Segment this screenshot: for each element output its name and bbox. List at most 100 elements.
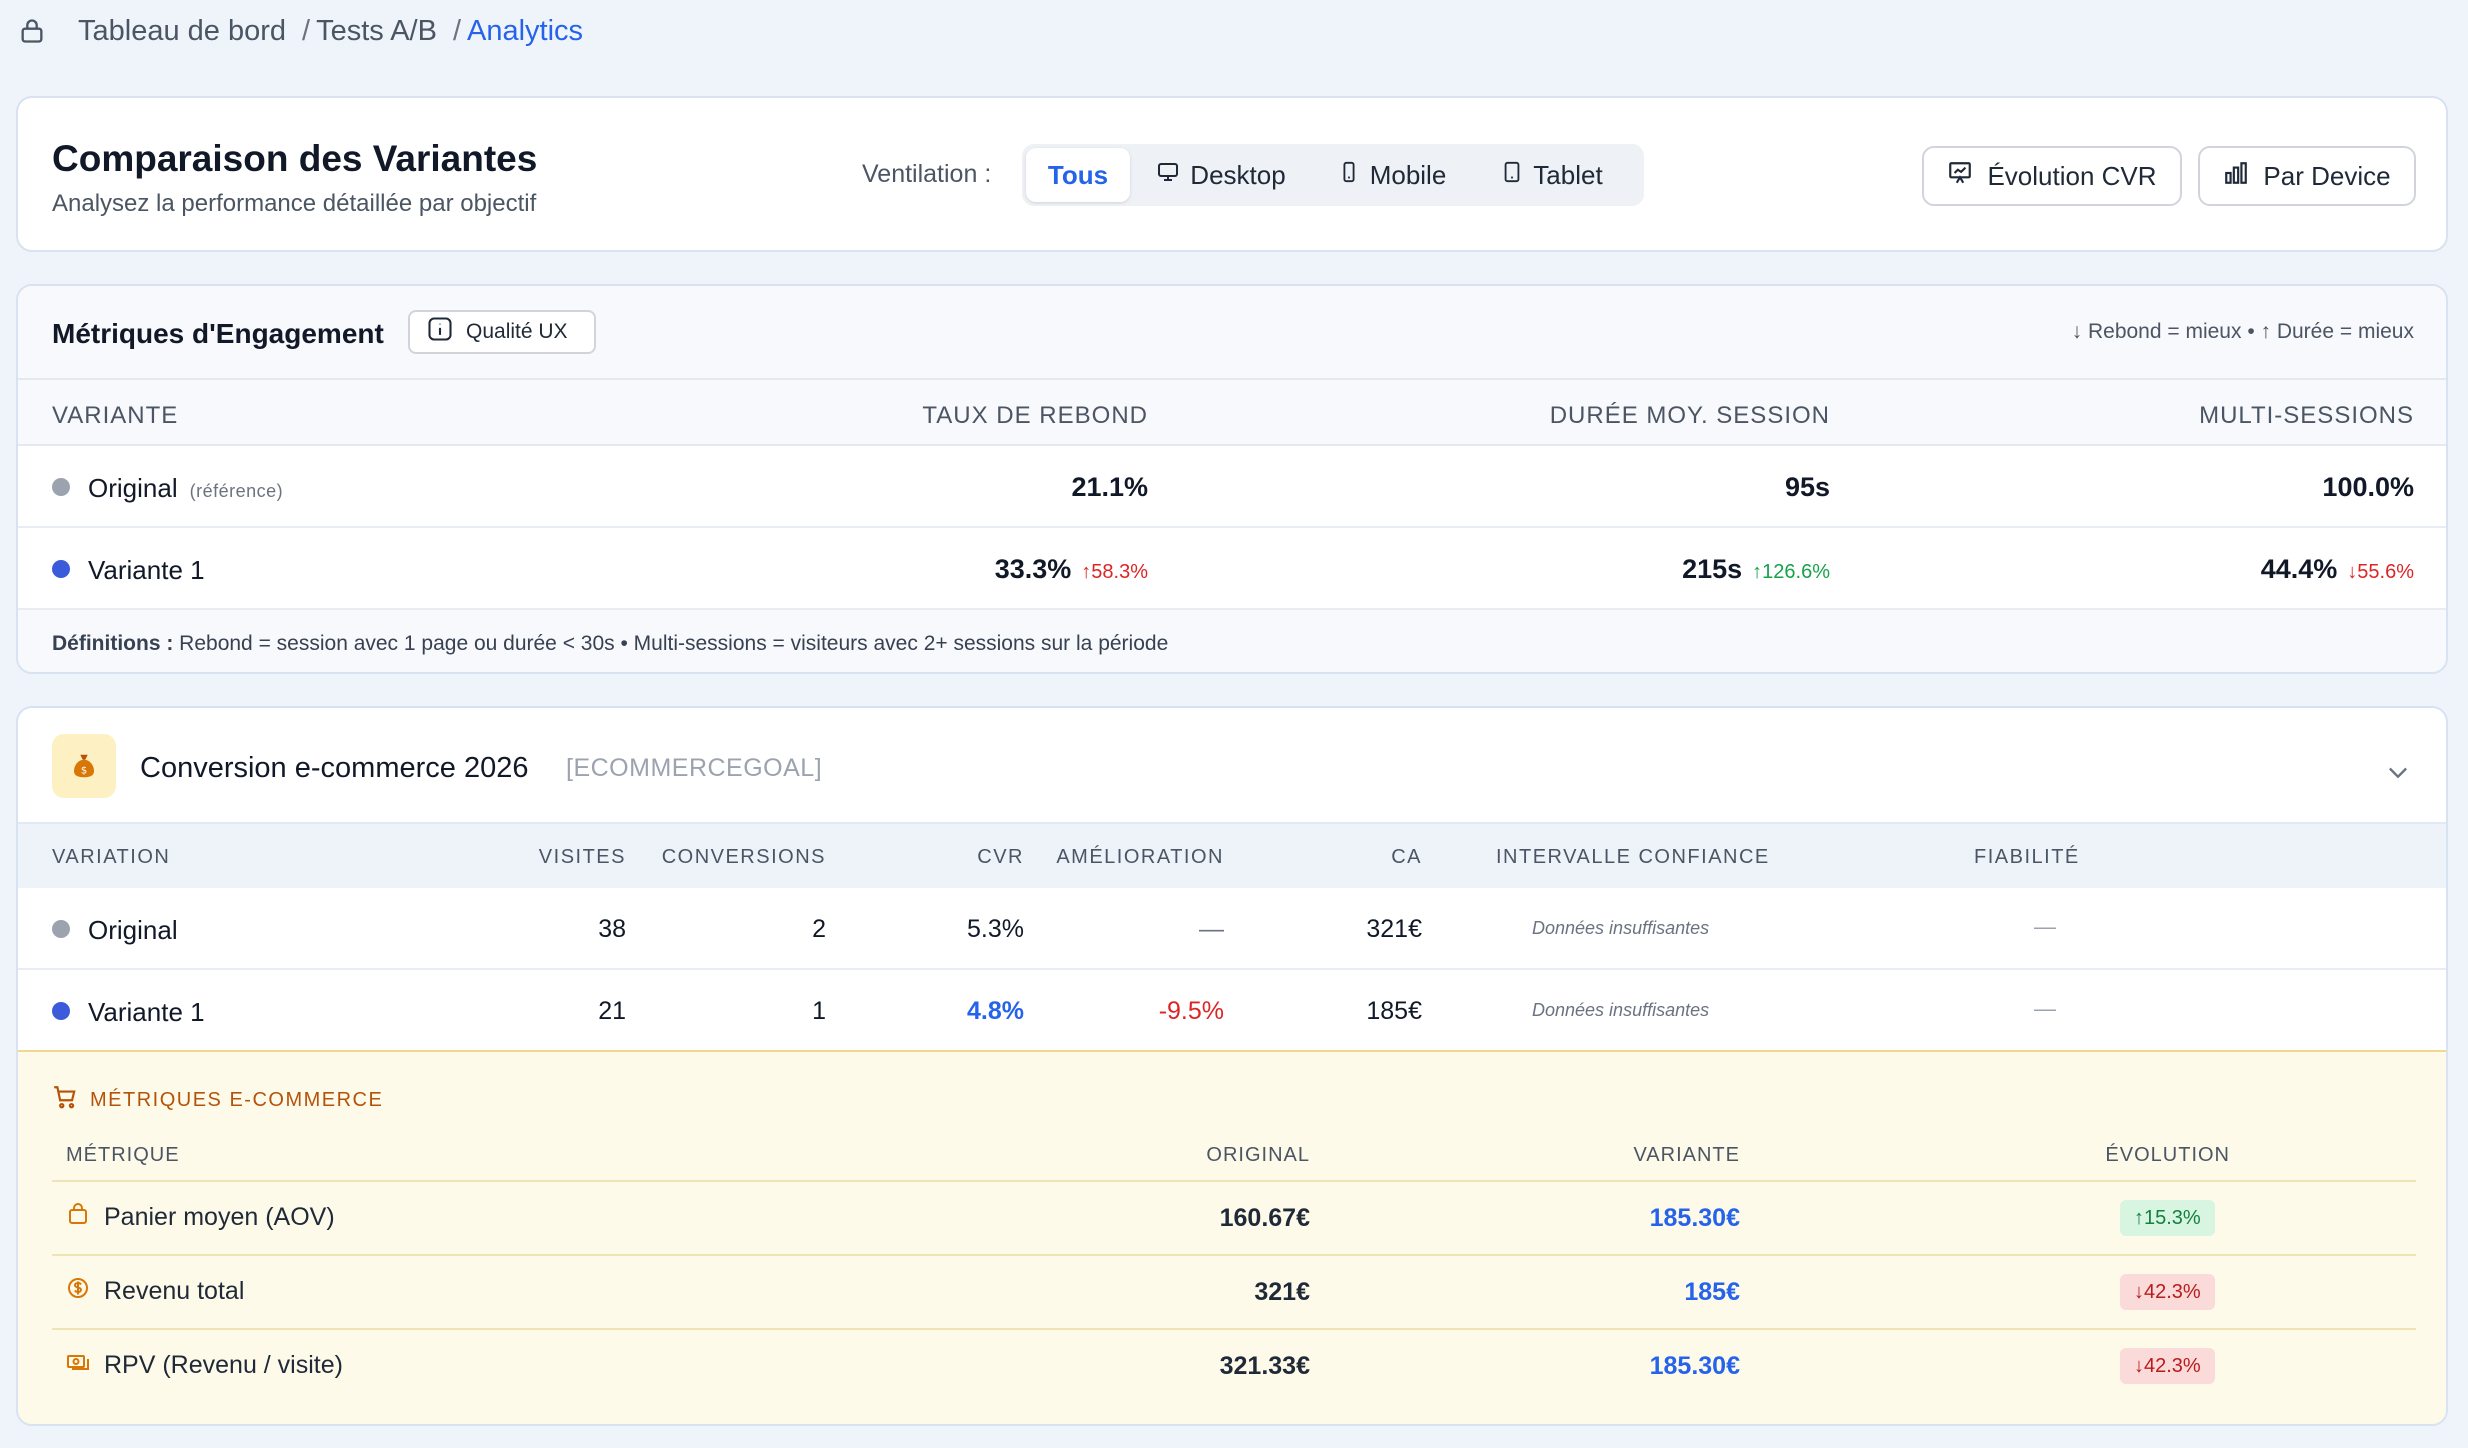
divider	[52, 1254, 2416, 1256]
ventilation-label: Ventilation :	[862, 160, 992, 188]
session-duration-delta: ↑126.6%	[1752, 561, 1830, 583]
metric-name: Revenu total	[104, 1277, 245, 1305]
multi-sessions-delta: ↓55.6%	[2347, 561, 2414, 583]
table-row: Original (référence) 21.1% 95s 100.0%	[18, 446, 2446, 528]
page-subtitle: Analysez la performance détaillée par ob…	[52, 190, 537, 217]
session-duration-cell: 215s ↑126.6%	[1682, 554, 1830, 585]
by-device-button[interactable]: Par Device	[2198, 146, 2416, 206]
original-value: 321€	[1254, 1278, 1310, 1306]
col-cvr: CVR	[977, 846, 1024, 868]
breadcrumb-separator: /	[452, 14, 462, 47]
shopping-bag-icon	[66, 1202, 90, 1233]
variant-value: 185.30€	[1649, 1352, 1740, 1380]
breadcrumb: Tableau de bord / Tests A/B / Analytics	[18, 10, 583, 52]
col-confidence-interval: INTERVALLE CONFIANCE	[1496, 846, 1770, 868]
list-item: Revenu total	[66, 1276, 244, 1307]
engagement-title: Métriques d'Engagement	[52, 318, 384, 349]
variant-dot	[52, 560, 70, 578]
evolution-badge: ↑15.3%	[2120, 1200, 2215, 1236]
session-duration-value: 215s	[1682, 554, 1743, 584]
page-title: Comparaison des Variantes	[52, 138, 538, 179]
visits-value: 38	[598, 915, 626, 943]
col-conversions: CONVERSIONS	[661, 846, 826, 868]
goal-key: [ECOMMERCEGOAL]	[566, 754, 823, 782]
reference-tag: (référence)	[189, 481, 284, 501]
list-item: Panier moyen (AOV)	[66, 1202, 335, 1233]
col-reliability: FIABILITÉ	[1974, 846, 2080, 868]
divider	[52, 1328, 2416, 1330]
dollar-circle-icon	[66, 1276, 90, 1307]
revenue-value: 321€	[1366, 915, 1422, 943]
table-row: Variante 1 21 1 4.8% -9.5% 185€ Données …	[18, 970, 2446, 1052]
reliability-value: —	[2034, 996, 2056, 1021]
original-value: 321.33€	[1219, 1352, 1310, 1380]
col-evolution: ÉVOLUTION	[2105, 1144, 2230, 1166]
table-row: Original 38 2 5.3% — 321€ Données insuff…	[18, 888, 2446, 970]
multi-sessions-cell: 44.4% ↓55.6%	[2261, 554, 2414, 585]
variant-dot	[52, 478, 70, 496]
ecommerce-metrics-panel: MÉTRIQUES E-COMMERCE MÉTRIQUE ORIGINAL V…	[18, 1050, 2446, 1424]
evolution-badge: ↓42.3%	[2120, 1348, 2215, 1384]
cvr-value: 4.8%	[967, 997, 1024, 1025]
col-visits: VISITES	[538, 846, 626, 868]
definitions-footer: Définitions : Rebond = session avec 1 pa…	[18, 610, 2446, 672]
bounce-rate-value: 21.1%	[1071, 472, 1148, 502]
definitions-text: Rebond = session avec 1 page ou durée < …	[179, 632, 1169, 655]
goal-card: $ Conversion e-commerce 2026 [ECOMMERCEG…	[16, 706, 2448, 1426]
lock-icon	[18, 15, 50, 47]
definitions-label: Définitions :	[52, 632, 174, 655]
multi-sessions-value: 100.0%	[2322, 472, 2414, 502]
engagement-metrics-card: Métriques d'Engagement Qualité UX ↓ Rebo…	[16, 284, 2448, 674]
goal-table-header: VARIATION VISITES CONVERSIONS CVR AMÉLIO…	[18, 822, 2446, 888]
variant-name: Original	[88, 473, 178, 503]
smartphone-icon	[1338, 160, 1360, 191]
conversions-value: 1	[812, 997, 826, 1025]
variant-name: Variante 1	[88, 997, 205, 1027]
reliability-value: —	[2034, 914, 2056, 939]
col-metric: MÉTRIQUE	[66, 1144, 180, 1166]
money-bag-icon: $	[52, 734, 116, 798]
segment-tablet[interactable]: Tablet	[1472, 148, 1632, 202]
list-item: RPV (Revenu / visite)	[66, 1350, 343, 1381]
variant-name: Original	[88, 915, 178, 945]
col-variant: VARIANTE	[1633, 1144, 1740, 1166]
cvr-evolution-button[interactable]: Évolution CVR	[1922, 146, 2182, 206]
variant-value: 185€	[1684, 1278, 1740, 1306]
engagement-table-header: VARIANTE TAUX DE REBOND DURÉE MOY. SESSI…	[18, 380, 2446, 446]
confidence-interval-value: Données insuffisantes	[1532, 918, 1710, 938]
svg-text:$: $	[81, 766, 87, 777]
conversions-value: 2	[812, 915, 826, 943]
segment-mobile-label: Mobile	[1369, 159, 1447, 190]
col-multi-sessions: MULTI-SESSIONS	[2199, 402, 2414, 429]
segment-desktop[interactable]: Desktop	[1130, 148, 1312, 202]
variant-name: Variante 1	[88, 555, 205, 585]
improvement-value: —	[1199, 915, 1224, 943]
engagement-hint: ↓ Rebond = mieux • ↑ Durée = mieux	[2071, 320, 2414, 343]
col-variant: VARIANTE	[52, 402, 179, 429]
ux-quality-badge[interactable]: Qualité UX	[408, 310, 596, 354]
bounce-rate-delta: ↑58.3%	[1081, 561, 1148, 583]
ux-quality-label: Qualité UX	[466, 320, 568, 343]
variant-value: 185.30€	[1649, 1204, 1740, 1232]
col-bounce-rate: TAUX DE REBOND	[922, 402, 1148, 429]
goal-title: Conversion e-commerce 2026	[140, 752, 529, 784]
visits-value: 21	[598, 997, 626, 1025]
bounce-rate-cell: 33.3% ↑58.3%	[995, 554, 1148, 585]
presentation-chart-icon	[1947, 160, 1973, 193]
col-revenue: CA	[1391, 846, 1422, 868]
variant-comparison-header: Comparaison des Variantes Analysez la pe…	[16, 96, 2448, 252]
ecommerce-title-wrapper: MÉTRIQUES E-COMMERCE	[52, 1084, 383, 1116]
segment-all[interactable]: Tous	[1026, 148, 1130, 202]
col-session-duration: DURÉE MOY. SESSION	[1549, 402, 1830, 429]
improvement-value: -9.5%	[1158, 997, 1224, 1025]
breadcrumb-item-ab-tests[interactable]: Tests A/B	[316, 14, 437, 47]
evolution-badge: ↓42.3%	[2120, 1274, 2215, 1310]
divider	[52, 1180, 2416, 1182]
segment-mobile[interactable]: Mobile	[1312, 148, 1472, 202]
multi-sessions-value: 44.4%	[2260, 554, 2338, 584]
tablet-icon	[1501, 160, 1523, 191]
segment-desktop-label: Desktop	[1190, 159, 1286, 190]
chevron-down-icon[interactable]	[2384, 758, 2412, 791]
breadcrumb-item-dashboard[interactable]: Tableau de bord	[78, 14, 286, 47]
col-original: ORIGINAL	[1206, 1144, 1310, 1166]
